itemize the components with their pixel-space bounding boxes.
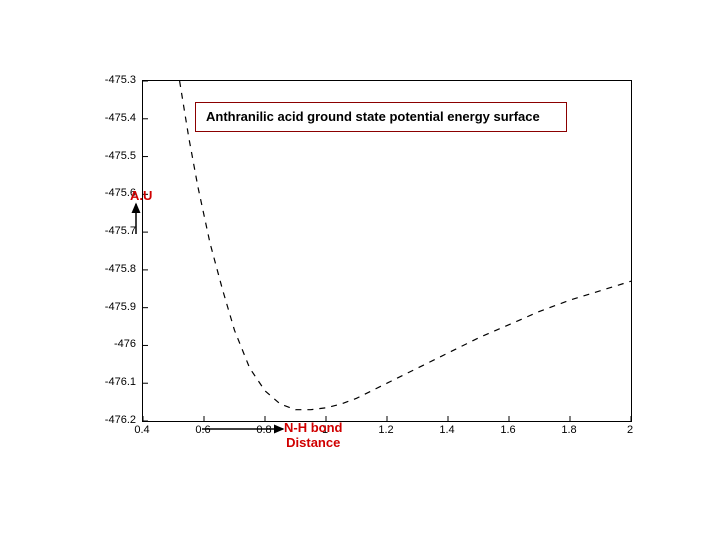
- y-tick-label: -475.6: [66, 187, 136, 199]
- x-tick-label: 0.6: [188, 424, 218, 436]
- y-tick-label: -476.2: [66, 414, 136, 426]
- y-tick-label: -475.8: [66, 263, 136, 275]
- x-tick-label: 1.8: [554, 424, 584, 436]
- y-axis-label: A.U: [130, 188, 152, 203]
- x-axis-label-line2: Distance: [286, 435, 340, 450]
- x-tick-label: 1.4: [432, 424, 462, 436]
- x-tick-label: 0.4: [127, 424, 157, 436]
- x-tick-label: 2: [615, 424, 645, 436]
- y-tick-label: -475.9: [66, 301, 136, 313]
- y-tick-label: -475.5: [66, 150, 136, 162]
- y-tick-label: -475.3: [66, 74, 136, 86]
- chart-title: Anthranilic acid ground state potential …: [195, 102, 567, 132]
- x-tick-label: 0.8: [249, 424, 279, 436]
- x-axis-label: N-H bond Distance: [284, 421, 342, 451]
- x-axis-label-line1: N-H bond: [284, 420, 342, 435]
- y-tick-label: -475.4: [66, 112, 136, 124]
- x-tick-label: 1.2: [371, 424, 401, 436]
- y-tick-label: -475.7: [66, 225, 136, 237]
- x-tick-label: 1.6: [493, 424, 523, 436]
- chart-container: -475.3 -475.4 -475.5 -475.6 -475.7 -475.…: [60, 80, 630, 450]
- y-tick-label: -476: [66, 338, 136, 350]
- y-tick-label: -476.1: [66, 376, 136, 388]
